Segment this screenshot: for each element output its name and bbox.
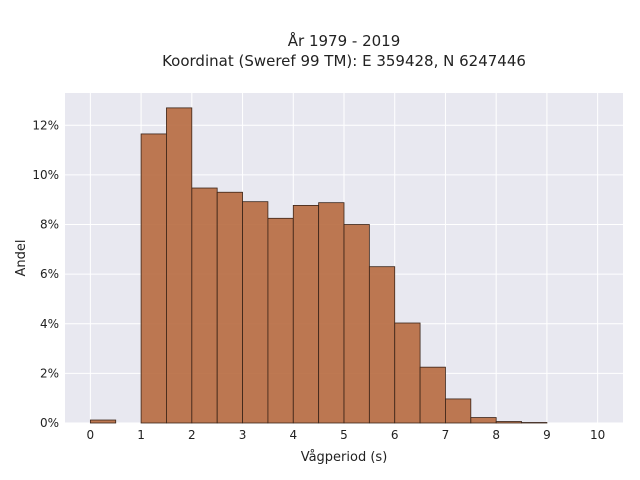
- x-tick-label-9: 9: [543, 428, 551, 442]
- histogram-bar-7: [267, 217, 294, 424]
- x-tick-label-7: 7: [442, 428, 450, 442]
- histogram-bar-11: [368, 266, 396, 424]
- y-tick-label-4: 8%: [40, 218, 59, 232]
- y-axis-title: Andel: [14, 240, 29, 277]
- histogram-bar-8: [292, 204, 320, 424]
- chart-title-line-2: Koordinat (Sweref 99 TM): E 359428, N 62…: [162, 52, 526, 70]
- histogram-bar-15: [470, 417, 497, 424]
- x-tick-label-3: 3: [239, 428, 247, 442]
- bars-layer: [89, 107, 548, 424]
- histogram-bar-14: [445, 398, 472, 424]
- x-tick-label-6: 6: [391, 428, 399, 442]
- x-tick-label-5: 5: [340, 428, 348, 442]
- y-tick-label-1: 2%: [40, 366, 59, 380]
- x-tick-label-1: 1: [137, 428, 145, 442]
- y-tick-label-0: 0%: [40, 416, 59, 430]
- y-axis-ticks: 0% 2% 4% 6% 8% 10% 12%: [32, 118, 59, 430]
- histogram-bar-9: [318, 202, 345, 424]
- histogram-bar-2: [140, 133, 167, 424]
- x-tick-label-4: 4: [289, 428, 297, 442]
- histogram-bar-5: [216, 191, 243, 424]
- y-tick-label-2: 4%: [40, 317, 59, 331]
- histogram-bar-3: [166, 107, 193, 424]
- x-tick-label-2: 2: [188, 428, 196, 442]
- histogram-bar-13: [419, 366, 446, 424]
- histogram-bar-6: [242, 201, 269, 424]
- histogram-bar-4: [191, 187, 218, 424]
- x-tick-label-8: 8: [492, 428, 500, 442]
- y-tick-label-3: 6%: [40, 267, 59, 281]
- chart-title-line-1: År 1979 - 2019: [288, 31, 401, 50]
- x-axis-title: Vågperiod (s): [301, 450, 388, 465]
- y-tick-label-6: 12%: [32, 118, 59, 132]
- x-tick-label-10: 10: [590, 428, 605, 442]
- histogram-bar-16: [495, 421, 522, 424]
- histogram-bar-0: [89, 419, 117, 424]
- y-tick-label-5: 10%: [32, 168, 59, 182]
- histogram-bar-12: [394, 322, 421, 424]
- x-axis-ticks: 0 1 2 3 4 5 6 7 8 9 10: [87, 428, 606, 442]
- x-tick-label-0: 0: [87, 428, 95, 442]
- histogram-bar-10: [343, 224, 370, 424]
